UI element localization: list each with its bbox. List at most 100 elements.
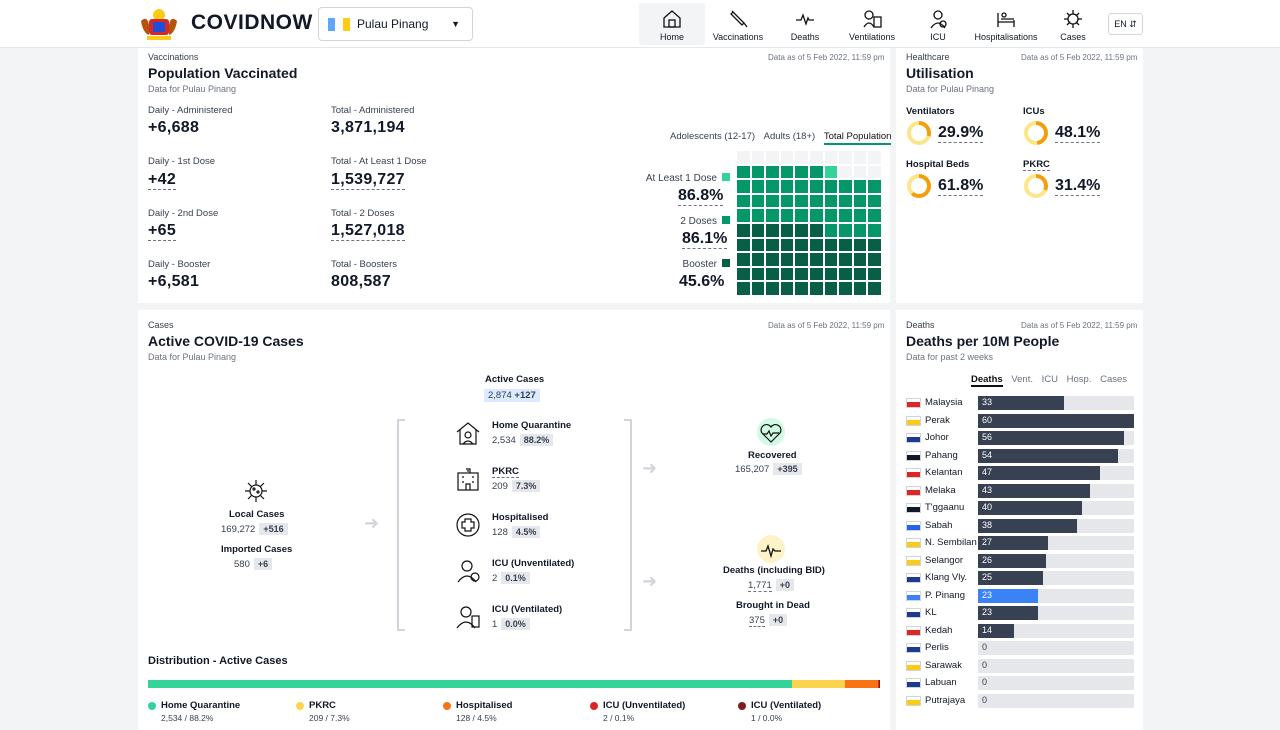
deaths-row[interactable]: Klang Vly. 25 bbox=[906, 571, 1136, 585]
deaths-row[interactable]: Melaka 43 bbox=[906, 483, 1136, 498]
icu-label: ICUs bbox=[1023, 106, 1045, 117]
nav-icu[interactable]: ICU bbox=[905, 3, 971, 45]
deaths-bar-value: 23 bbox=[982, 589, 993, 600]
deaths-row[interactable]: Sabah 38 bbox=[906, 518, 1136, 533]
imported-cases-delta: +6 bbox=[253, 558, 273, 570]
nav-home[interactable]: Home bbox=[639, 3, 705, 45]
deaths-bar-track bbox=[978, 693, 1134, 708]
deaths-bid-value: 1,771 +0 bbox=[748, 579, 795, 592]
chevron-down-icon: ▼ bbox=[451, 19, 460, 29]
deaths-row[interactable]: Pahang 54 bbox=[906, 448, 1136, 463]
pkrc-label[interactable]: PKRC bbox=[1023, 159, 1050, 171]
waffle-cell bbox=[839, 253, 852, 266]
tab-hosp[interactable]: Hosp. bbox=[1066, 374, 1092, 385]
deaths-row[interactable]: Labuan 0 bbox=[906, 676, 1136, 690]
distribution-segment bbox=[845, 680, 878, 688]
nav-ventilations-label: Ventilations bbox=[848, 32, 896, 42]
brand-title[interactable]: COVIDNOW bbox=[191, 11, 313, 34]
deaths-row[interactable]: Malaysia 33 bbox=[906, 396, 1136, 410]
hospital-beds-value[interactable]: 61.8% bbox=[938, 177, 984, 196]
deaths-row-name: Perak bbox=[925, 414, 950, 426]
deaths-row[interactable]: Sarawak 0 bbox=[906, 658, 1136, 673]
deaths-bar-value: 40 bbox=[982, 502, 993, 512]
malaysia-coat-of-arms-logo[interactable] bbox=[137, 7, 181, 41]
deaths-bar-value: 47 bbox=[982, 467, 993, 477]
tab-deaths[interactable]: Deaths bbox=[971, 374, 1003, 387]
waffle-cell bbox=[795, 194, 808, 208]
deaths-row[interactable]: Perak 60 bbox=[906, 413, 1136, 428]
waffle-first-dose-value[interactable]: 86.8% bbox=[678, 187, 724, 206]
waffle-cell bbox=[824, 282, 838, 295]
nav-ventilations[interactable]: Ventilations bbox=[839, 3, 905, 45]
deaths-row[interactable]: Selangor 26 bbox=[906, 553, 1136, 568]
local-cases-count: 169,272 bbox=[221, 524, 256, 535]
hospitalised-label: Hospitalised bbox=[492, 512, 549, 523]
brought-in-dead-label: Brought in Dead bbox=[736, 600, 810, 611]
deaths-row[interactable]: Putrajaya 0 bbox=[906, 693, 1136, 708]
legend-label: Hospitalised bbox=[456, 700, 513, 711]
icu-value[interactable]: 48.1% bbox=[1055, 124, 1101, 143]
state-flag-icon bbox=[906, 625, 921, 636]
deaths-row[interactable]: Kedah 14 bbox=[906, 623, 1136, 638]
total-first-dose-value[interactable]: 1,539,727 bbox=[331, 171, 405, 190]
deaths-row-name: Kelantan bbox=[925, 467, 963, 478]
tab-cases[interactable]: Cases bbox=[1100, 374, 1128, 385]
waffle-booster-value: 45.6% bbox=[679, 273, 725, 290]
waffle-cell bbox=[824, 238, 838, 252]
deaths-bar-value: 0 bbox=[982, 659, 988, 670]
waffle-cell bbox=[737, 151, 750, 164]
deaths-bar-value: 43 bbox=[982, 484, 993, 495]
state-flag-icon bbox=[906, 608, 921, 618]
tab-adults[interactable]: Adults (18+) bbox=[763, 131, 816, 142]
deaths-subtitle: Data for past 2 weeks bbox=[906, 352, 994, 362]
waffle-booster-label: Booster bbox=[682, 259, 717, 270]
total-second-dose-value[interactable]: 1,527,018 bbox=[331, 222, 405, 241]
vaccination-title: Population Vaccinated bbox=[148, 65, 298, 81]
nav-vaccinations[interactable]: Vaccinations bbox=[705, 3, 771, 45]
waffle-cell bbox=[810, 180, 823, 193]
imported-cases-label: Imported Cases bbox=[221, 544, 293, 555]
deaths-title: Deaths per 10M People bbox=[906, 333, 1060, 349]
tab-icu[interactable]: ICU bbox=[1041, 374, 1059, 385]
ventilator-icon bbox=[863, 10, 882, 28]
deaths-row[interactable]: Johor 56 bbox=[906, 431, 1136, 445]
waffle-two-doses-value[interactable]: 86.1% bbox=[682, 230, 728, 249]
tab-adolescents[interactable]: Adolescents (12-17) bbox=[670, 131, 756, 142]
cases-subtitle: Data for Pulau Pinang bbox=[148, 352, 237, 362]
state-flag-icon bbox=[906, 573, 921, 583]
imported-cases-value: 580 +6 bbox=[234, 558, 273, 570]
daily-booster-label: Daily - Booster bbox=[148, 259, 211, 270]
nav-deaths[interactable]: Deaths bbox=[772, 3, 838, 45]
waffle-cell bbox=[824, 151, 838, 164]
state-select[interactable]: Pulau Pinang ▼ bbox=[318, 7, 473, 41]
deaths-row[interactable]: Kelantan 47 bbox=[906, 466, 1136, 480]
brought-in-dead-count[interactable]: 375 bbox=[749, 615, 765, 627]
pkrc-value[interactable]: 31.4% bbox=[1055, 177, 1101, 196]
nav-hospitalisations[interactable]: Hospitalisations bbox=[972, 3, 1040, 45]
nav-cases[interactable]: Cases bbox=[1040, 3, 1106, 45]
waffle-cell bbox=[751, 253, 765, 266]
tab-vent[interactable]: Vent. bbox=[1011, 374, 1033, 385]
nav-deaths-label: Deaths bbox=[790, 32, 820, 42]
hospital-bed-icon bbox=[997, 12, 1015, 27]
ventilators-value[interactable]: 29.9% bbox=[938, 124, 984, 143]
language-select[interactable]: EN ⇵ bbox=[1108, 13, 1143, 35]
waffle-cell bbox=[839, 151, 852, 164]
waffle-cell bbox=[824, 180, 838, 193]
tab-total-population[interactable]: Total Population bbox=[823, 131, 892, 145]
deaths-row[interactable]: P. Pinang 23 bbox=[906, 588, 1136, 603]
pkrc-flow-label[interactable]: PKRC bbox=[492, 466, 519, 478]
deaths-bid-count[interactable]: 1,771 bbox=[748, 580, 772, 592]
deaths-row[interactable]: Perlis 0 bbox=[906, 641, 1136, 655]
deaths-row[interactable]: KL 23 bbox=[906, 606, 1136, 620]
waffle-cell bbox=[853, 165, 867, 179]
deaths-row[interactable]: T'ggaanu 40 bbox=[906, 501, 1136, 515]
waffle-cell bbox=[737, 209, 750, 222]
vaccination-subtitle: Data for Pulau Pinang bbox=[148, 84, 237, 94]
waffle-cell bbox=[780, 267, 794, 281]
daily-second-dose-value[interactable]: +65 bbox=[148, 222, 177, 241]
deaths-row[interactable]: N. Sembilan 27 bbox=[906, 536, 1136, 550]
daily-first-dose-value[interactable]: +42 bbox=[148, 171, 177, 190]
legend-label: ICU (Ventilated) bbox=[751, 700, 822, 711]
waffle-cell bbox=[824, 267, 838, 281]
